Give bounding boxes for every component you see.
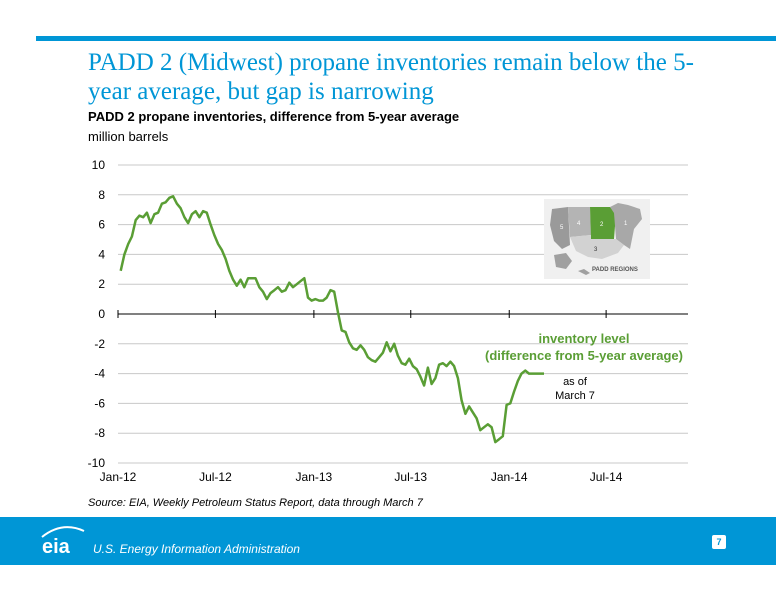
y-axis-label: million barrels [88, 129, 169, 144]
padd-3-region [570, 235, 624, 259]
y-tick-label: -6 [94, 396, 105, 410]
padd-regions-map: 5 4 2 1 3 PADD REGIONS [544, 199, 650, 279]
chart-title: PADD 2 propane inventories, difference f… [88, 109, 460, 124]
top-accent-bar [36, 36, 776, 41]
as-of-annotation-line1: as of [563, 376, 588, 388]
x-tick-label: Jul-13 [394, 470, 427, 484]
x-tick-labels: Jan-12 Jul-12 Jan-13 Jul-13 Jan-14 Jul-14 [100, 470, 623, 484]
y-tick-label: 2 [98, 277, 105, 291]
padd-2-label: 2 [600, 222, 604, 228]
hawaii-shape [578, 269, 590, 275]
y-tick-label: -8 [94, 426, 105, 440]
map-label: PADD REGIONS [592, 267, 638, 273]
y-tick-label: 8 [98, 188, 105, 202]
padd-3-label: 3 [594, 247, 598, 253]
y-tick-label: 6 [98, 218, 105, 232]
x-tick-label: Jul-14 [590, 470, 623, 484]
padd-4-label: 4 [577, 221, 581, 227]
x-tick-label: Jan-13 [296, 470, 333, 484]
grid-lines [118, 164, 688, 464]
line-chart: 10 8 6 4 2 0 -2 -4 -6 -8 -10 Jan-12 Jul-12 Jan-13 Jul… [88, 158, 688, 484]
y-tick-label: -10 [88, 456, 106, 470]
y-tick-labels: 10 8 6 4 2 0 -2 -4 -6 -8 -10 [88, 158, 106, 470]
padd-4-region [568, 207, 591, 237]
as-of-annotation-line2: March 7 [555, 390, 595, 402]
y-tick-label: 10 [92, 158, 106, 172]
x-tick-label: Jul-12 [199, 470, 232, 484]
y-tick-label: -4 [94, 367, 105, 381]
series-annotation-line2: (difference from 5-year average) [485, 348, 683, 363]
x-tick-marks [117, 310, 607, 318]
logo-swoosh [41, 526, 85, 538]
y-tick-label: 4 [98, 247, 105, 261]
eia-logo-icon: eia [41, 526, 85, 557]
slide-title: PADD 2 (Midwest) propane inventories rem… [88, 49, 694, 105]
y-tick-label: 0 [98, 307, 105, 321]
y-tick-label: -2 [94, 337, 105, 351]
source-note: Source: EIA, Weekly Petroleum Status Rep… [88, 497, 423, 509]
footer-bar: eia U.S. Energy Information Administrati… [0, 517, 776, 565]
page-number: 7 [712, 535, 726, 549]
series-annotation-line1: inventory level [538, 331, 629, 346]
padd-1-label: 1 [624, 221, 628, 227]
x-tick-label: Jan-14 [491, 470, 528, 484]
padd-5-region [550, 207, 570, 249]
series-line-inventory [119, 195, 544, 444]
padd-2-region [590, 207, 616, 239]
footer-agency-name: U.S. Energy Information Administration [93, 542, 300, 556]
alaska-shape [554, 253, 572, 269]
padd-1-region [610, 203, 642, 249]
x-tick-label: Jan-12 [100, 470, 137, 484]
padd-5-label: 5 [560, 225, 564, 231]
logo-text: eia [42, 536, 71, 557]
